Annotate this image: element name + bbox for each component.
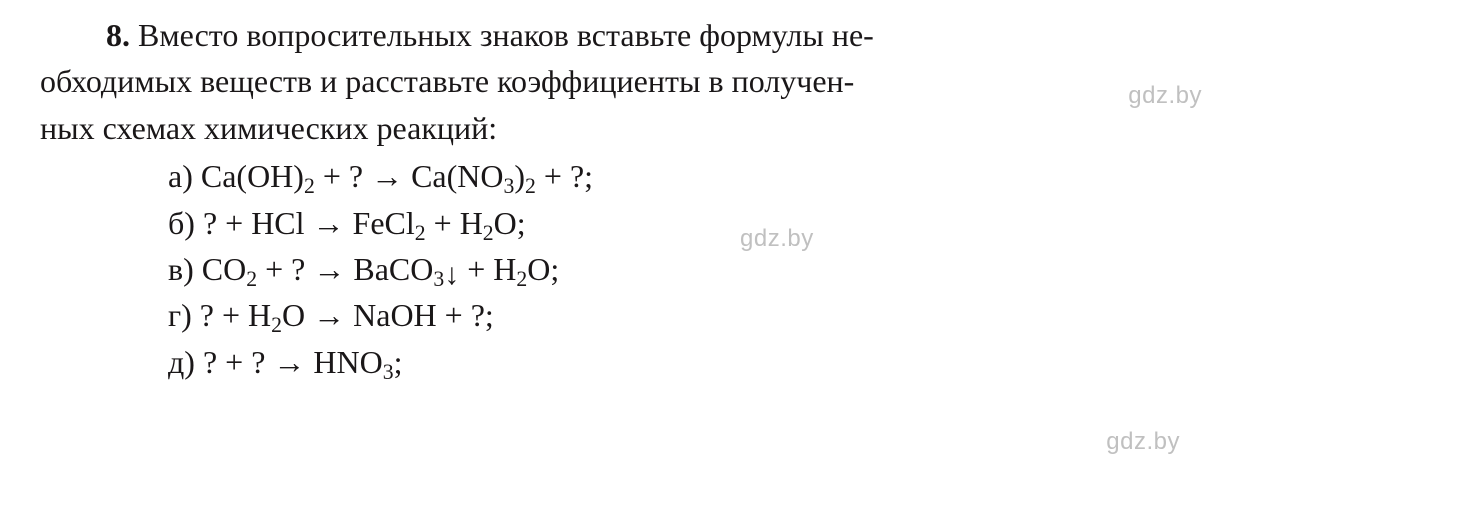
chem-text: O; <box>494 205 526 241</box>
prompt-line-2: обходимых веществ и расставьте коэффицие… <box>40 63 854 99</box>
chem-text: + H <box>426 205 483 241</box>
item-label: г) <box>168 297 200 333</box>
list-item-b: б) ? + HCl → FeCl2 + H2O; <box>168 200 1430 246</box>
chem-text: O → NaOH + ?; <box>282 297 494 333</box>
list-item-e: д) ? + ? → HNO3; <box>168 339 1430 385</box>
exercise-prompt: 8. Вместо вопросительных знаков вставьте… <box>40 12 1430 151</box>
chem-text: CO <box>202 251 246 287</box>
list-item-a: а) Ca(OH)2 + ? → Ca(NO3)2 + ?; <box>168 153 1430 199</box>
item-label: б) <box>168 205 203 241</box>
watermark-text: gdz.by <box>1106 428 1180 456</box>
chem-text: + H <box>459 251 516 287</box>
chem-text: ? + ? → HNO <box>203 344 383 380</box>
chem-sub: 2 <box>483 221 494 245</box>
reaction-list: а) Ca(OH)2 + ? → Ca(NO3)2 + ?; б) ? + HC… <box>40 153 1430 385</box>
chem-sub: 3 <box>383 360 394 384</box>
chem-text: + ?; <box>536 158 593 194</box>
prompt-line-3: ных схемах химических реакций: <box>40 110 497 146</box>
exercise-block: 8. Вместо вопросительных знаков вставьте… <box>0 0 1470 385</box>
chem-sub: 2 <box>246 267 257 291</box>
list-item-c: в) CO2 + ? → BaCO3↓ + H2O; <box>168 246 1430 293</box>
chem-sub: 2 <box>304 174 315 198</box>
chem-text: ; <box>394 344 403 380</box>
chem-text: O; <box>527 251 559 287</box>
chem-text: ? + HCl → FeCl <box>203 205 415 241</box>
prompt-line-1: Вместо вопросительных знаков вставьте фо… <box>138 17 874 53</box>
chem-sub: 2 <box>415 221 426 245</box>
chem-sub: 2 <box>516 267 527 291</box>
exercise-number: 8. <box>106 17 130 53</box>
chem-sub: 2 <box>271 314 282 338</box>
list-item-d: г) ? + H2O → NaOH + ?; <box>168 292 1430 338</box>
item-label: д) <box>168 344 203 380</box>
item-label: а) <box>168 158 201 194</box>
chem-text: + ? → Ca(NO <box>315 158 504 194</box>
chem-text: ? + H <box>200 297 271 333</box>
item-label: в) <box>168 251 202 287</box>
chem-sub: 3 <box>433 267 444 291</box>
precipitate-arrow-icon: ↓ <box>444 253 459 297</box>
chem-text: Ca(OH) <box>201 158 304 194</box>
chem-text: ) <box>514 158 525 194</box>
chem-text: + ? → BaCO <box>257 251 433 287</box>
chem-sub: 3 <box>503 174 514 198</box>
chem-sub: 2 <box>525 174 536 198</box>
